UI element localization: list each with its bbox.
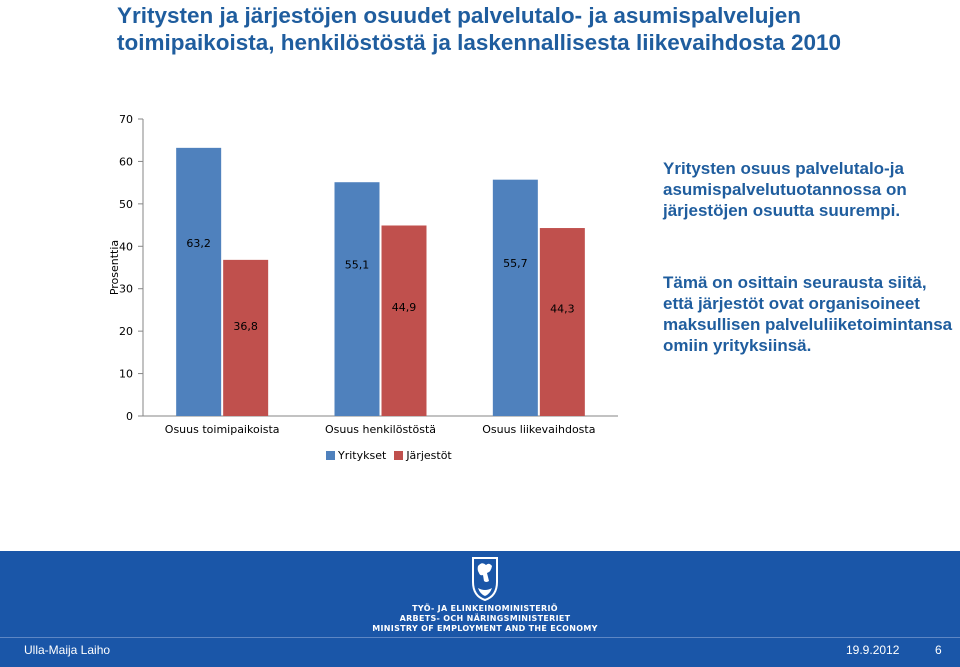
x-tick-label: Osuus liikevaihdosta — [482, 423, 595, 436]
explanation-text: Tämä on osittain seurausta siitä, että j… — [663, 273, 953, 355]
y-tick-label: 30 — [119, 283, 133, 296]
y-tick-label: 60 — [119, 155, 133, 168]
legend-label-jarjestot: Järjestöt — [406, 448, 452, 462]
bar-jarjestot — [381, 225, 427, 416]
footer-bar — [0, 637, 960, 667]
bar-yritykset — [176, 147, 222, 416]
y-tick-label: 70 — [119, 113, 133, 126]
legend-label-yritykset: Yritykset — [338, 448, 387, 462]
finnish-lion-crest-icon — [472, 557, 498, 602]
page-number: 6 — [935, 643, 942, 657]
chart-bars — [176, 147, 585, 416]
chart-axes: 0 10 20 30 40 50 60 70 Prosenttia — [108, 113, 618, 423]
chart-legend: Yritykset Järjestöt — [326, 447, 456, 463]
legend-swatch-yritykset — [326, 450, 335, 460]
y-tick-label: 0 — [126, 410, 133, 423]
bar-jarjestot — [539, 228, 585, 416]
y-tick-label: 10 — [119, 368, 133, 381]
page-title: Yritysten ja järjestöjen osuudet palvelu… — [117, 3, 842, 55]
bar-yritykset — [334, 182, 380, 416]
data-label: 55,7 — [503, 257, 528, 270]
logo-text-fi: TYÖ- JA ELINKEINOMINISTERIÖ — [412, 604, 558, 613]
legend-swatch-jarjestot — [394, 450, 404, 460]
bar-chart: 0 10 20 30 40 50 60 70 Prosenttia 63,2 36,8 Osuus … — [108, 113, 618, 436]
logo-text-en: MINISTRY OF EMPLOYMENT AND THE ECONOMY — [372, 624, 598, 633]
bar-yritykset — [492, 179, 538, 416]
x-tick-label: Osuus henkilöstöstä — [325, 423, 436, 436]
logo-text-sv: ARBETS- OCH NÄRINGSMINISTERIET — [399, 614, 571, 623]
ministry-logo: TYÖ- JA ELINKEINOMINISTERIÖ ARBETS- OCH … — [370, 556, 600, 636]
data-label: 36,8 — [233, 320, 258, 333]
data-label: 44,9 — [392, 301, 417, 314]
y-tick-label: 20 — [119, 325, 133, 338]
y-tick-label: 40 — [119, 240, 133, 253]
bar-jarjestot — [223, 259, 269, 416]
legend-item-yritykset: Yritykset — [326, 449, 386, 462]
summary-text: Yritysten osuus palvelutalo-ja asumispal… — [663, 159, 907, 220]
legend-item-jarjestot: Järjestöt — [394, 448, 452, 462]
footer-author: Ulla-Maija Laiho — [24, 643, 111, 657]
x-tick-label: Osuus toimipaikoista — [165, 423, 280, 436]
chart-labels: 63,2 36,8 Osuus toimipaikoista 55,1 44,9 Osuu… — [165, 237, 596, 436]
data-label: 55,1 — [345, 259, 370, 272]
y-tick-label: 50 — [119, 198, 133, 211]
data-label: 63,2 — [186, 237, 211, 250]
data-label: 44,3 — [550, 303, 575, 316]
footer-date: 19.9.2012 — [846, 643, 900, 657]
y-axis-title: Prosenttia — [108, 240, 121, 295]
